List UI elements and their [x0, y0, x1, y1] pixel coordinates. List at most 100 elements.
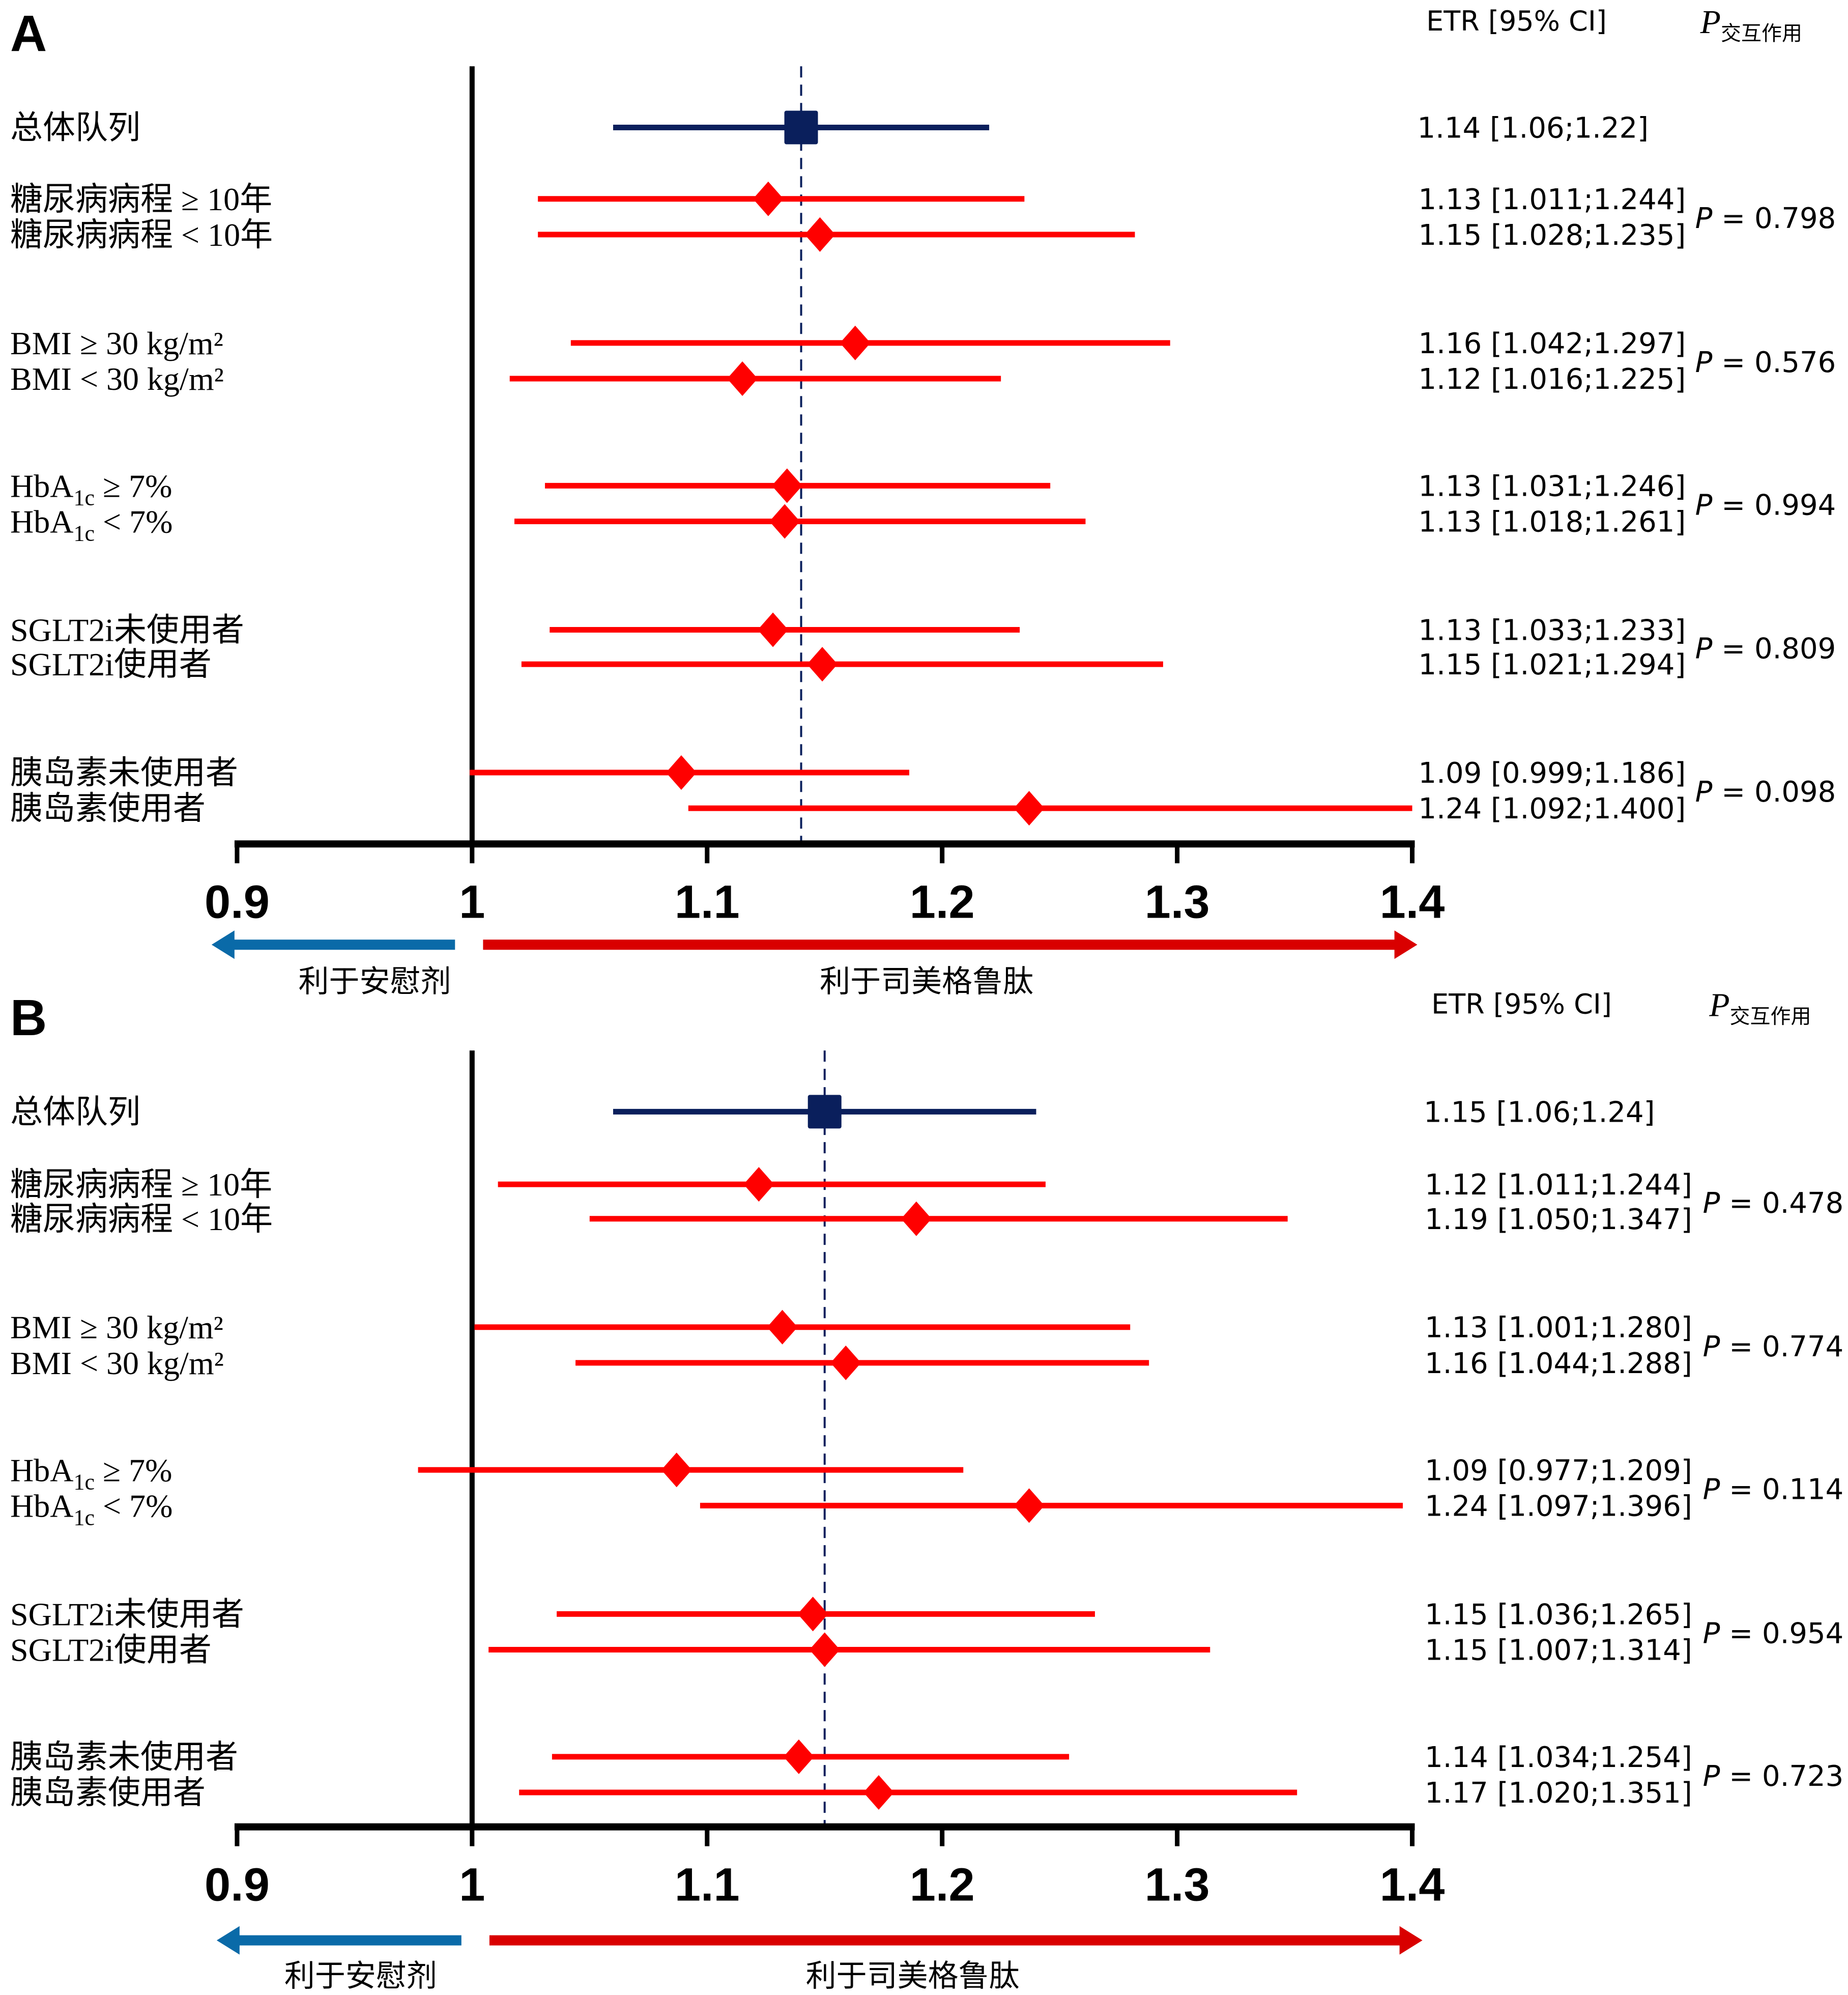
row-label: SGLT2i未使用者 — [10, 612, 244, 648]
p-interaction-value: P = 0.809 — [1695, 632, 1836, 665]
x-tick-label: 1.4 — [1380, 876, 1445, 928]
favors-placebo-label: 利于安慰剂 — [298, 964, 451, 1000]
row-label: 糖尿病病程 < 10年 — [10, 1201, 273, 1237]
subgroup-diamond-marker — [1014, 1488, 1045, 1523]
subgroup-diamond-marker — [1014, 791, 1045, 826]
panel-letter: B — [10, 989, 47, 1046]
etr-value: 1.13 [1.031;1.246] — [1419, 470, 1686, 503]
subgroup-diamond-marker — [661, 1452, 692, 1488]
subgroup-diamond-marker — [758, 612, 789, 647]
etr-value: 1.13 [1.011;1.244] — [1419, 183, 1686, 216]
row-label: 胰岛素未使用者 — [10, 1739, 238, 1775]
etr-value: 1.15 [1.036;1.265] — [1425, 1598, 1692, 1631]
subgroup-diamond-marker — [901, 1201, 932, 1236]
x-tick-label: 1.4 — [1380, 1859, 1445, 1911]
favors-semaglutide-label: 利于司美格鲁肽 — [820, 964, 1033, 1000]
row-label: 胰岛素使用者 — [10, 790, 206, 826]
p-interaction-value: P = 0.478 — [1703, 1187, 1844, 1220]
panel-letter: A — [10, 5, 47, 62]
row-label: HbA1c < 7% — [10, 504, 172, 546]
row-label: SGLT2i使用者 — [10, 646, 212, 682]
x-tick-label: 1.1 — [675, 1859, 740, 1911]
x-tick-label: 1 — [459, 876, 485, 928]
subgroup-diamond-marker — [666, 755, 697, 790]
p-interaction-column-header: P交互作用 — [1700, 4, 1802, 45]
etr-value: 1.09 [0.999;1.186] — [1419, 757, 1686, 790]
subgroup-pair: 胰岛素未使用者 1.14 [1.034;1.254] 胰岛素使用者 1.17 [1.0… — [10, 1739, 1843, 1811]
etr-value: 1.16 [1.044;1.288] — [1425, 1347, 1692, 1380]
etr-value: 1.15 [1.021;1.294] — [1419, 648, 1686, 681]
row-label: HbA1c ≥ 7% — [10, 468, 172, 510]
p-interaction-column-header: P交互作用 — [1709, 986, 1811, 1028]
subgroup-pair: BMI ≥ 30 kg/m² 1.16 [1.042;1.297] BMI < 30… — [10, 325, 1836, 397]
etr-column-header: ETR [95% CI] — [1431, 988, 1612, 1020]
x-tick-label: 1.2 — [910, 876, 975, 928]
subgroup-diamond-marker — [769, 504, 800, 539]
etr-value: 1.15 [1.028;1.235] — [1419, 219, 1686, 252]
subgroup-pair: HbA1c ≥ 7% 1.13 [1.031;1.246] HbA1c < 7% 1.… — [10, 468, 1836, 546]
subgroup-diamond-marker — [753, 181, 784, 216]
row-label: 糖尿病病程 < 10年 — [10, 217, 273, 253]
favors-placebo-label: 利于安慰剂 — [284, 1958, 437, 1994]
p-interaction-value: P = 0.576 — [1695, 346, 1836, 379]
subgroup-diamond-marker — [797, 1597, 828, 1632]
overall-square-marker — [784, 110, 818, 145]
subgroup-diamond-marker — [767, 1309, 798, 1345]
subgroup-diamond-marker — [727, 361, 758, 396]
row-label: 胰岛素使用者 — [10, 1775, 206, 1811]
subgroup-pair: SGLT2i未使用者 1.15 [1.036;1.265] SGLT2i使用者 1.1… — [10, 1596, 1843, 1668]
subgroup-diamond-marker — [804, 217, 835, 252]
overall-square-marker — [807, 1095, 842, 1129]
subgroup-pair: BMI ≥ 30 kg/m² 1.13 [1.001;1.280] BMI < 30… — [10, 1309, 1843, 1381]
etr-value: 1.12 [1.016;1.225] — [1419, 363, 1686, 396]
row-label: BMI < 30 kg/m² — [10, 1345, 224, 1381]
etr-value: 1.12 [1.011;1.244] — [1425, 1168, 1692, 1202]
etr-value: 1.13 [1.033;1.233] — [1419, 614, 1686, 647]
p-interaction-value: P = 0.098 — [1695, 776, 1836, 809]
x-tick-label: 1.3 — [1145, 876, 1210, 928]
p-interaction-value: P = 0.798 — [1695, 202, 1836, 235]
subgroup-diamond-marker — [830, 1345, 861, 1380]
row-label: BMI ≥ 30 kg/m² — [10, 325, 223, 361]
subgroup-diamond-marker — [807, 647, 838, 682]
favors-placebo-arrowhead-icon — [216, 1926, 240, 1955]
row-label-overall: 总体队列 — [10, 1094, 140, 1130]
row-label: 糖尿病病程 ≥ 10年 — [10, 181, 272, 217]
x-tick-label: 1.3 — [1145, 1859, 1210, 1911]
row-label: HbA1c ≥ 7% — [10, 1452, 172, 1494]
favors-semaglutide-label: 利于司美格鲁肽 — [806, 1958, 1020, 1994]
x-tick-label: 1 — [459, 1859, 485, 1911]
etr-value: 1.09 [0.977;1.209] — [1425, 1454, 1692, 1487]
etr-value: 1.19 [1.050;1.347] — [1425, 1203, 1692, 1236]
x-tick-label: 0.9 — [205, 1859, 270, 1911]
etr-value: 1.16 [1.042;1.297] — [1419, 327, 1686, 360]
row-label: 胰岛素未使用者 — [10, 755, 238, 791]
row-label: BMI < 30 kg/m² — [10, 361, 224, 397]
subgroup-pair: 胰岛素未使用者 1.09 [0.999;1.186] 胰岛素使用者 1.24 [1.0… — [10, 755, 1836, 826]
p-interaction-value: P = 0.114 — [1703, 1473, 1844, 1506]
p-interaction-value: P = 0.774 — [1703, 1330, 1844, 1363]
favors-placebo-arrowhead-icon — [211, 930, 235, 959]
p-interaction-value: P = 0.723 — [1703, 1760, 1844, 1793]
row-label: SGLT2i未使用者 — [10, 1596, 244, 1632]
subgroup-pair: 糖尿病病程 ≥ 10年 1.13 [1.011;1.244] 糖尿病病程 < 10年… — [10, 181, 1836, 253]
row-label: BMI ≥ 30 kg/m² — [10, 1309, 223, 1346]
row-label-overall: 总体队列 — [10, 110, 140, 146]
p-header-subscript: 交互作用 — [1721, 22, 1802, 45]
p-interaction-value: P = 0.994 — [1695, 489, 1836, 522]
etr-value: 1.24 [1.097;1.396] — [1425, 1490, 1692, 1523]
etr-value: 1.13 [1.001;1.280] — [1425, 1312, 1692, 1345]
etr-value: 1.15 [1.007;1.314] — [1425, 1634, 1692, 1667]
etr-value: 1.24 [1.092;1.400] — [1419, 792, 1686, 825]
subgroup-pair: 糖尿病病程 ≥ 10年 1.12 [1.011;1.244] 糖尿病病程 < 10年… — [10, 1166, 1843, 1237]
favors-semaglutide-arrowhead-icon — [1399, 1926, 1423, 1955]
etr-value: 1.14 [1.034;1.254] — [1425, 1741, 1692, 1774]
x-tick-label: 1.2 — [910, 1859, 975, 1911]
favors-semaglutide-arrowhead-icon — [1394, 930, 1418, 959]
subgroup-diamond-marker — [863, 1775, 894, 1810]
row-label: HbA1c < 7% — [10, 1488, 172, 1530]
subgroup-pair: HbA1c ≥ 7% 1.09 [0.977;1.209] HbA1c < 7% 1.… — [10, 1452, 1843, 1530]
etr-value: 1.17 [1.020;1.351] — [1425, 1777, 1692, 1810]
